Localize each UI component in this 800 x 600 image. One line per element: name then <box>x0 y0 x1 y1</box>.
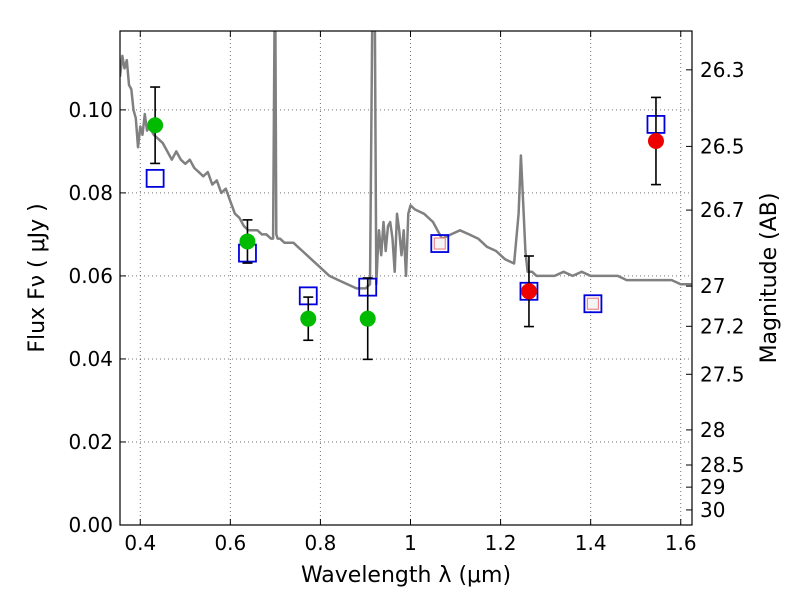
x-tick-label: 1.6 <box>665 531 697 555</box>
x-tick-label: 0.8 <box>305 531 337 555</box>
y2-tick-label: 28 <box>700 418 725 442</box>
y2-tick-label: 26.3 <box>700 58 745 82</box>
limit-point <box>433 237 446 250</box>
y2-tick-label: 27 <box>700 274 725 298</box>
y2-tick-label: 29 <box>700 475 725 499</box>
y-tick-label: 0.10 <box>68 98 113 122</box>
observed-point <box>300 310 317 327</box>
x-axis-label: Wavelength λ (μm) <box>301 563 511 588</box>
spectrum-line <box>120 31 692 290</box>
y-tick-label: 0.06 <box>68 264 113 288</box>
x-tick-label: 0.4 <box>124 531 156 555</box>
observed-point <box>647 133 664 150</box>
y-tick-label: 0.02 <box>68 430 113 454</box>
y2-tick-label: 27.5 <box>700 362 745 386</box>
plot-frame <box>119 30 693 526</box>
y-axis-label: Flux Fν ( μJy ) <box>25 203 50 352</box>
observed-point <box>239 233 256 250</box>
observed-point <box>359 310 376 327</box>
x-tick-label: 1.2 <box>485 531 517 555</box>
y2-tick-label: 26.7 <box>700 198 745 222</box>
y-tick-label: 0.08 <box>68 181 113 205</box>
x-tick-label: 1 <box>404 531 417 555</box>
plot-area <box>120 31 692 361</box>
y-tick-label: 0.00 <box>68 513 113 537</box>
observed-point <box>147 117 164 134</box>
observed-point <box>520 283 537 300</box>
y2-tick-label: 26.5 <box>700 134 745 158</box>
y2-tick-label: 27.2 <box>700 314 745 338</box>
y-tick-label: 0.04 <box>68 347 113 371</box>
y2-tick-label: 28.5 <box>700 453 745 477</box>
x-tick-label: 1.4 <box>575 531 607 555</box>
x-tick-label: 0.6 <box>214 531 246 555</box>
y2-axis-label: Magnitude (AB) <box>757 193 782 364</box>
model-point <box>583 294 603 314</box>
limit-point <box>586 297 600 310</box>
axis-ticks: 0.4 0.6 0.8 1 1.2 1.4 1.6 0.00 0.02 0.04 0.06 0.08 0… <box>68 31 745 555</box>
model-point <box>430 234 450 253</box>
y2-tick-label: 30 <box>700 498 725 522</box>
model-point <box>145 168 165 188</box>
